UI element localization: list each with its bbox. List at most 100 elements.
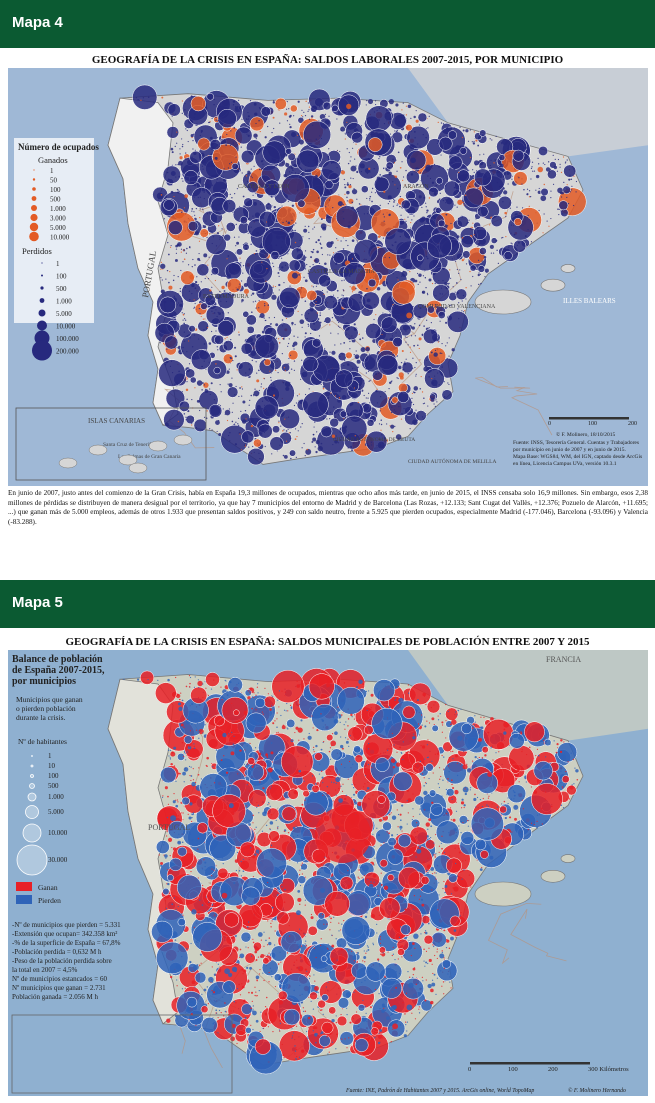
municipality-dot — [477, 259, 480, 261]
municipality-dot — [255, 137, 257, 140]
municipality-dot — [370, 133, 372, 135]
municipality-dot — [562, 806, 565, 809]
municipality-dot — [472, 169, 474, 171]
municipality-dot — [374, 100, 377, 102]
municipality-dot — [217, 349, 219, 351]
municipality-dot — [301, 326, 303, 328]
municipality-dot — [360, 170, 362, 173]
municipality-dot — [184, 158, 187, 160]
municipality-dot — [197, 196, 199, 199]
municipality-dot — [441, 985, 443, 987]
municipality-dot — [275, 337, 278, 339]
municipality-dot — [403, 368, 405, 370]
municipality-dot — [135, 97, 137, 99]
municipality-dot — [283, 152, 287, 156]
municipality-dot — [160, 263, 166, 269]
municipality-dot — [409, 270, 411, 273]
municipality-dot — [303, 738, 305, 740]
municipality-dot — [271, 196, 273, 198]
municipality-dot — [385, 161, 394, 170]
municipality-dot — [315, 301, 317, 303]
municipality-dot — [205, 388, 207, 390]
municipality-dot — [499, 163, 504, 168]
municipality-dot — [258, 369, 260, 372]
municipality-dot — [406, 125, 430, 150]
municipality-dot — [376, 353, 379, 355]
municipality-dot — [258, 307, 260, 309]
municipality-dot — [330, 332, 332, 334]
municipality-dot — [402, 102, 404, 104]
municipality-dot — [403, 408, 405, 410]
municipality-dot — [346, 121, 348, 123]
municipality-dot — [478, 161, 487, 170]
municipality-dot — [396, 809, 398, 811]
municipality-dot — [410, 117, 412, 120]
municipality-dot — [425, 202, 427, 204]
municipality-dot — [175, 164, 177, 166]
municipality-dot — [171, 164, 173, 166]
municipality-dot — [260, 386, 262, 388]
municipality-dot — [294, 438, 297, 440]
municipality-dot — [193, 747, 196, 750]
municipality-dot — [430, 329, 432, 331]
municipality-dot — [248, 823, 251, 826]
municipality-dot — [242, 243, 245, 246]
municipality-dot — [319, 242, 321, 244]
municipality-dot — [438, 136, 453, 151]
municipality-dot — [556, 170, 559, 172]
municipality-dot — [437, 310, 439, 312]
municipality-dot — [531, 161, 534, 163]
municipality-dot — [398, 365, 402, 370]
municipality-dot — [435, 207, 442, 214]
municipality-dot — [332, 294, 335, 296]
municipality-dot — [215, 710, 217, 712]
municipality-dot — [445, 199, 447, 201]
municipality-dot — [421, 745, 426, 749]
municipality-dot — [373, 176, 390, 193]
municipality-dot — [226, 278, 242, 293]
municipality-dot — [132, 84, 158, 110]
municipality-dot — [513, 239, 527, 253]
municipality-dot — [310, 338, 312, 340]
municipality-dot — [307, 102, 309, 104]
municipality-dot — [183, 318, 186, 320]
municipality-dot — [502, 187, 505, 190]
municipality-dot — [192, 139, 194, 142]
municipality-dot — [304, 393, 307, 396]
municipality-dot — [273, 100, 275, 102]
municipality-dot — [411, 392, 414, 395]
municipality-dot — [270, 384, 273, 386]
municipality-dot — [250, 243, 252, 246]
region-border — [487, 902, 542, 965]
scale-label: 200 — [628, 421, 637, 427]
municipality-dot — [285, 220, 288, 222]
municipality-dot — [225, 144, 228, 146]
municipality-dot — [278, 737, 281, 739]
municipality-dot — [338, 255, 340, 257]
municipality-dot — [207, 694, 210, 697]
municipality-dot — [310, 332, 312, 335]
municipality-dot — [179, 148, 181, 150]
municipality-dot — [383, 216, 385, 218]
municipality-dot — [184, 103, 186, 105]
municipality-dot — [357, 401, 359, 404]
municipality-dot — [221, 228, 223, 230]
municipality-dot — [474, 715, 476, 717]
municipality-dot — [271, 294, 277, 300]
municipality-dot — [298, 739, 300, 741]
municipality-dot — [340, 343, 342, 345]
municipality-dot — [268, 971, 270, 974]
island — [540, 278, 566, 292]
map: Número de ocupadosGanados1501005001.0003… — [8, 68, 648, 486]
municipality-dot — [433, 338, 435, 341]
municipality-dot — [315, 440, 320, 445]
municipality-dot — [273, 205, 276, 209]
municipality-dot — [316, 250, 319, 254]
municipality-dot — [297, 100, 300, 103]
municipality-dot — [362, 265, 365, 267]
municipality-dot — [278, 289, 280, 291]
municipality-dot — [426, 292, 429, 294]
municipality-dot — [264, 150, 266, 152]
municipality-dot — [353, 714, 356, 716]
municipality-dot — [425, 369, 427, 372]
